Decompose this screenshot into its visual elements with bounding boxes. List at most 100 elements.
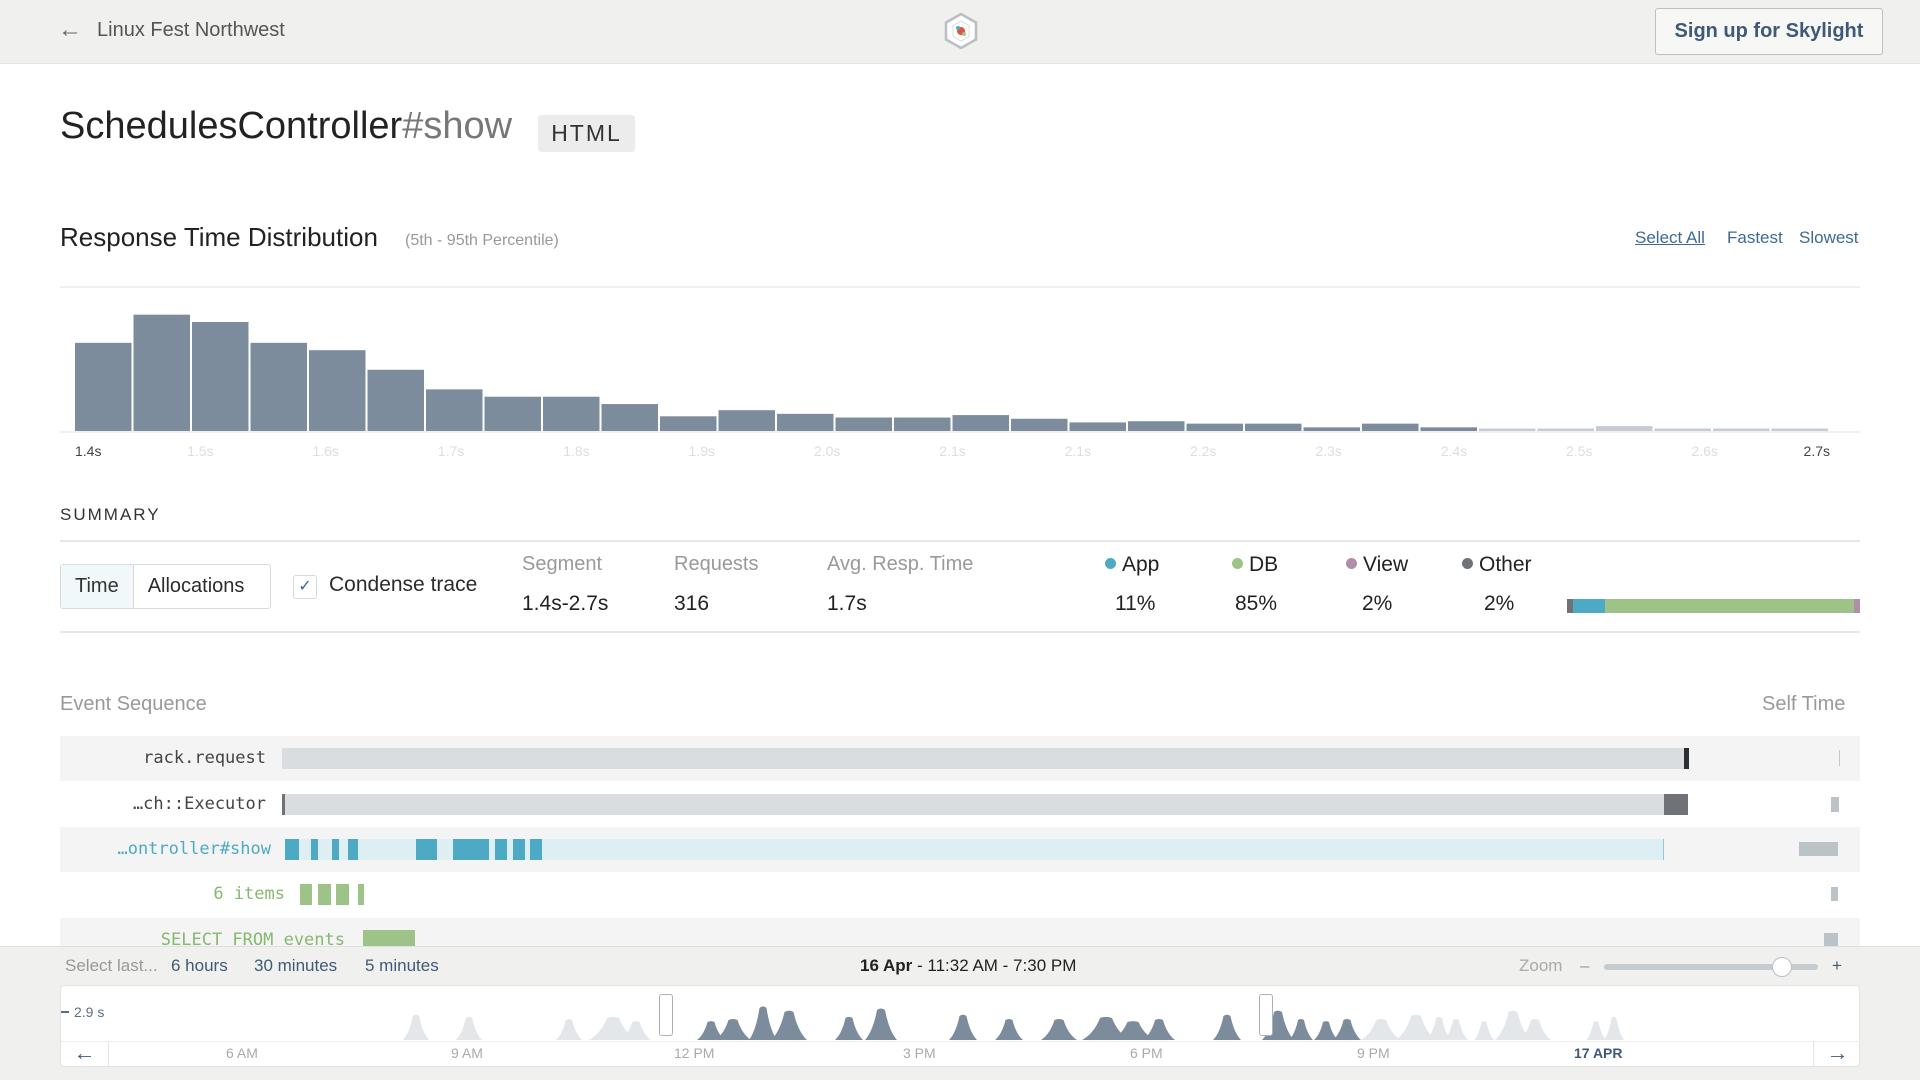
ymax-value: 2.9 s [74,1004,105,1020]
event-segment[interactable] [453,839,489,860]
other-label: Other [1479,553,1532,576]
histogram-bar[interactable] [133,314,191,431]
signup-button[interactable]: Sign up for Skylight [1655,8,1883,55]
range-end-handle[interactable] [1259,994,1273,1036]
histogram-bar[interactable] [192,322,249,431]
histogram-bar[interactable] [1186,423,1244,431]
sparkline-peak [715,1019,751,1040]
event-segment[interactable] [311,839,318,860]
back-arrow-icon[interactable]: ← [58,16,82,43]
histogram-bar[interactable] [1479,428,1536,431]
histogram-tick-label: 2.1s [1065,443,1091,459]
event-segment[interactable] [513,839,525,860]
event-row[interactable]: 6 items [60,872,1860,917]
response-histogram[interactable]: 1.4s 1.5s 1.6s 1.7s 1.8s 1.9s 2.0s 2.1s 2.1s 2.2s… [60,300,1860,470]
tab-allocations[interactable]: Allocations [147,575,245,597]
fastest-link[interactable]: Fastest [1727,228,1783,247]
zoom-out-button[interactable]: – [1580,956,1590,975]
sparkline-peak [1444,1019,1468,1040]
histogram-bar[interactable] [250,342,308,431]
histogram-bar[interactable] [894,417,951,431]
sparkline-peak [949,1014,977,1040]
skylight-logo[interactable] [942,12,980,50]
histogram-bar[interactable] [835,417,893,431]
select-all-link[interactable]: Select All [1635,228,1705,247]
event-segment[interactable] [318,884,331,905]
event-segment[interactable] [336,884,349,905]
histogram-bar[interactable] [1362,423,1419,431]
range-5-minutes[interactable]: 5 minutes [365,956,439,975]
range-30-minutes[interactable]: 30 minutes [254,956,338,975]
project-name[interactable]: Linux Fest Northwest [97,19,285,41]
condense-label[interactable]: Condense trace [329,573,478,596]
histogram-bar[interactable] [1654,428,1712,431]
event-segment[interactable] [348,839,358,860]
histogram-tick-label: 2.1s [939,443,965,459]
event-self-marker [1684,748,1689,769]
histogram-tick-label: 2.7s [1804,443,1830,459]
histogram-bar[interactable] [777,413,834,431]
histogram-bar[interactable] [1069,422,1127,431]
histogram-tick-label: 1.4s [75,443,101,459]
timeline-next-button[interactable]: → [1813,1042,1861,1067]
breakdown-other-segment [1567,599,1573,613]
histogram-bar[interactable] [1537,428,1595,431]
histogram-tick-label: 2.4s [1441,443,1467,459]
histogram-bar[interactable] [484,396,542,431]
legend-app: App [1105,553,1159,577]
event-segment[interactable] [495,839,507,860]
histogram-bar[interactable] [1713,428,1770,431]
histogram-bar[interactable] [601,404,659,431]
histogram-tick-label: 2.6s [1691,443,1717,459]
tab-time[interactable]: Time [61,565,134,608]
event-segment[interactable] [300,884,312,905]
event-self-marker [1664,794,1688,815]
histogram-bar[interactable] [309,350,366,431]
histogram-bar[interactable] [1420,427,1478,431]
event-segment[interactable] [332,839,339,860]
histogram-bar[interactable] [1128,421,1185,431]
histogram-bar[interactable] [75,342,132,431]
zoom-slider-handle[interactable] [1771,957,1792,977]
zoom-slider[interactable] [1604,964,1818,970]
select-last-label: Select last... [65,956,158,975]
sparkline-peak [1082,1016,1130,1040]
histogram-bar[interactable] [426,389,483,431]
zoom-in-button[interactable]: + [1832,956,1842,975]
event-row[interactable]: …ch::Executor [60,782,1860,827]
self-time-title: Self Time [1762,693,1846,715]
histogram-bar[interactable] [543,396,600,431]
histogram-bar[interactable] [367,369,425,431]
timeline-prev-button[interactable]: ← [61,1042,109,1067]
requests-label: Requests [674,553,759,575]
histogram-tick-label: 2.2s [1190,443,1216,459]
self-time-bar [1831,797,1839,812]
event-row[interactable]: rack.request [60,736,1860,781]
sparkline-peak [1041,1019,1077,1040]
event-segment[interactable] [530,839,542,860]
histogram-bar[interactable] [1011,418,1068,431]
event-row[interactable]: SELECT FROM events [60,918,1860,946]
sparkline-peak [1333,1019,1361,1040]
histogram-bar[interactable] [1245,423,1302,431]
slowest-link[interactable]: Slowest [1799,228,1859,247]
range-start-handle[interactable] [659,994,673,1036]
histogram-bar[interactable] [1596,426,1653,431]
range-6-hours[interactable]: 6 hours [171,956,228,975]
event-segment[interactable] [358,884,364,905]
event-segment[interactable] [416,839,437,860]
histogram-bar[interactable] [952,415,1010,431]
breakdown-app-segment [1572,599,1606,613]
breakdown-bar [1567,599,1860,613]
histogram-tick-label: 1.6s [312,443,338,459]
histogram-tick-label: 1.8s [563,443,589,459]
event-segment[interactable] [285,839,299,860]
histogram-bar[interactable] [660,416,717,431]
time-tick: 6 AM [226,1045,258,1061]
condense-checkbox[interactable]: ✓ [293,575,317,599]
histogram-bar[interactable] [1771,428,1829,431]
event-row[interactable]: …ontroller#show [60,827,1860,872]
histogram-bar[interactable] [1303,427,1361,431]
histogram-bar[interactable] [718,410,776,431]
timeline-chart[interactable]: 2.9 s ← → [60,985,1861,1067]
